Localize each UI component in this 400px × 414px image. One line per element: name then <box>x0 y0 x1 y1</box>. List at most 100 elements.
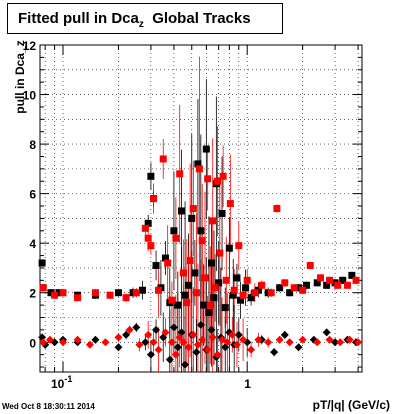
data-point-diamond <box>239 335 248 344</box>
data-point-diamond <box>181 360 190 369</box>
data-point-diamond <box>132 323 141 332</box>
data-point-square <box>195 165 203 173</box>
data-point-diamond <box>146 350 155 359</box>
data-point-diamond <box>196 320 205 329</box>
data-point-square <box>144 219 152 227</box>
data-point-square <box>267 289 275 297</box>
data-point-square <box>205 309 213 317</box>
y-tick-label: 6 <box>29 188 36 202</box>
data-point-diamond <box>264 338 273 347</box>
data-point-square <box>91 289 99 297</box>
data-point-square <box>219 172 227 180</box>
x-axis-label: pT/|q| (GeV/c) <box>312 398 390 412</box>
data-point-square <box>132 289 140 297</box>
data-point-square <box>226 200 234 208</box>
data-point-square <box>106 291 114 299</box>
y-tick-label: 12 <box>23 39 37 53</box>
data-point-square <box>150 195 158 203</box>
data-point-diamond <box>207 325 216 334</box>
data-point-square <box>170 227 178 235</box>
data-point-square <box>174 301 182 309</box>
data-point-square <box>179 269 187 277</box>
chart-title: Fitted pull in Dcaz Global Tracks <box>18 10 251 30</box>
data-point-square <box>313 279 321 287</box>
data-point-square <box>210 294 218 302</box>
data-point-diamond <box>254 335 263 344</box>
data-point-diamond <box>165 355 174 364</box>
data-point-square <box>200 301 208 309</box>
data-point-diamond <box>101 338 110 347</box>
data-point-square <box>225 244 233 252</box>
data-point-square <box>299 286 307 294</box>
data-point-square <box>229 291 237 299</box>
data-point-square <box>254 286 262 294</box>
data-point-square <box>343 281 351 289</box>
x-tick-label: 10-1 <box>51 374 72 391</box>
data-point-square <box>192 289 200 297</box>
data-point-square <box>147 172 155 180</box>
data-point-square <box>251 289 259 297</box>
data-point-diamond <box>270 348 279 357</box>
chart-title-subscript: z <box>138 19 144 30</box>
data-point-diamond <box>169 323 178 332</box>
data-point-square <box>186 257 194 265</box>
data-point-diamond <box>280 330 289 339</box>
data-point-square <box>290 284 298 292</box>
data-point-diamond <box>141 338 150 347</box>
data-point-square <box>164 259 172 267</box>
data-point-square <box>317 274 325 282</box>
data-point-square <box>276 284 284 292</box>
data-point-diamond <box>336 338 345 347</box>
data-point-diamond <box>46 335 55 344</box>
data-point-diamond <box>122 330 131 339</box>
data-point-diamond <box>179 338 188 347</box>
data-point-square <box>189 205 197 212</box>
data-point-square <box>286 289 294 297</box>
data-point-square <box>206 301 214 309</box>
data-point-diamond <box>167 338 176 347</box>
data-point-square <box>39 284 47 292</box>
data-point-square <box>204 175 212 183</box>
data-point-square <box>208 259 216 267</box>
data-point-square <box>181 291 189 299</box>
data-point-square <box>176 170 184 178</box>
data-point-diamond <box>345 335 354 344</box>
data-point-square <box>161 254 169 262</box>
data-point-diamond <box>313 338 322 347</box>
data-point-diamond <box>198 335 207 344</box>
timestamp: Wed Oct 8 18:30:11 2014 <box>2 402 95 411</box>
data-point-square <box>281 279 289 287</box>
data-point-square <box>197 227 205 235</box>
data-point-square <box>239 291 247 299</box>
data-point-diamond <box>175 333 184 342</box>
data-point-diamond <box>322 328 331 337</box>
data-point-square <box>348 271 356 279</box>
data-point-square <box>147 242 155 250</box>
data-point-square <box>209 217 217 225</box>
data-point-square <box>152 261 160 269</box>
data-point-square <box>38 259 46 267</box>
chart-title-rest: Global Tracks <box>152 10 251 27</box>
data-point-square <box>194 160 202 168</box>
y-tick-label: 10 <box>23 89 37 103</box>
data-point-square <box>188 214 196 222</box>
chart-title-main: Fitted pull in Dca <box>18 10 139 27</box>
data-point-square <box>295 284 303 292</box>
data-point-square <box>235 242 243 250</box>
data-point-diamond <box>114 333 123 342</box>
data-point-square <box>237 296 245 304</box>
data-point-square <box>222 276 230 284</box>
data-point-square <box>141 224 149 232</box>
data-point-square <box>159 155 167 163</box>
data-point-diamond <box>59 338 68 347</box>
y-tick-label: 8 <box>29 138 36 152</box>
data-point-diamond <box>91 335 100 344</box>
data-point-diamond <box>354 338 363 347</box>
data-point-diamond <box>144 330 153 339</box>
data-point-diamond <box>173 343 182 352</box>
data-point-square <box>273 205 281 212</box>
data-point-square <box>243 276 251 284</box>
data-point-diamond <box>189 330 198 339</box>
data-point-diamond <box>232 340 241 349</box>
